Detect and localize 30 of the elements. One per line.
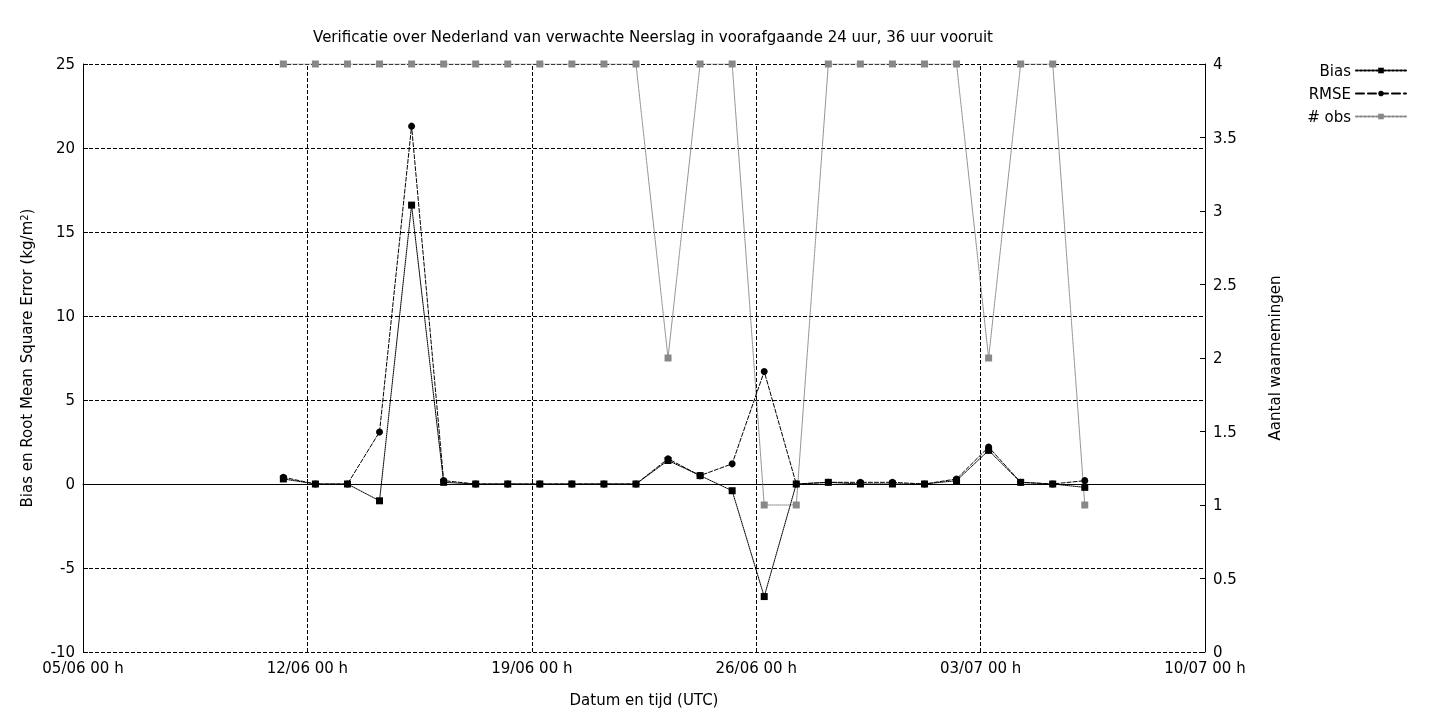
y2-tick-label: 3 xyxy=(1213,202,1223,220)
y-tick-label: 25 xyxy=(55,55,75,73)
y2-tick-label: 1 xyxy=(1213,496,1223,514)
y2-tick-label: 2.5 xyxy=(1213,275,1237,294)
y-tick-label: 0 xyxy=(65,475,75,493)
legend-label: # obs xyxy=(1307,107,1352,126)
y-tick-label: -10 xyxy=(50,643,75,661)
y2-tick-label: 3.5 xyxy=(1213,128,1237,147)
x-axis-title: Datum en tijd (UTC) xyxy=(569,690,719,709)
y2-tick-label: 0 xyxy=(1213,643,1223,661)
x-tick-label: 19/06 00 h xyxy=(491,658,573,677)
x-tick-label: 05/06 00 h xyxy=(42,658,124,677)
y2-tick-label: 1.5 xyxy=(1213,422,1237,441)
x-tick-label: 03/07 00 h xyxy=(939,658,1022,677)
legend-label: RMSE xyxy=(1308,84,1351,103)
chart-title: Verificatie over Nederland van verwachte Neerslag in voorafgaande 24 uur, 36 uur vooruit xyxy=(313,27,994,46)
x-tick-label: 10/07 00 h xyxy=(1164,658,1246,677)
y-tick-label: 10 xyxy=(55,307,75,325)
y2-tick-label: 4 xyxy=(1213,55,1223,73)
y-tick-label: 5 xyxy=(65,391,75,409)
legend-label: Bias xyxy=(1319,61,1352,80)
y2-axis-title: Aantal waarnemingen xyxy=(1265,275,1284,441)
y-tick-label: 15 xyxy=(55,223,75,241)
y-tick-label: 20 xyxy=(55,139,75,157)
y-axis-title: Bias en Root Mean Square Error (kg/m2) xyxy=(18,208,36,508)
y2-tick-label: 2 xyxy=(1213,349,1223,367)
x-tick-label: 26/06 00 h xyxy=(715,658,797,677)
x-tick-label: 12/06 00 h xyxy=(266,658,349,677)
y-tick-label: -5 xyxy=(60,559,75,577)
y2-tick-label: 0.5 xyxy=(1213,569,1237,588)
